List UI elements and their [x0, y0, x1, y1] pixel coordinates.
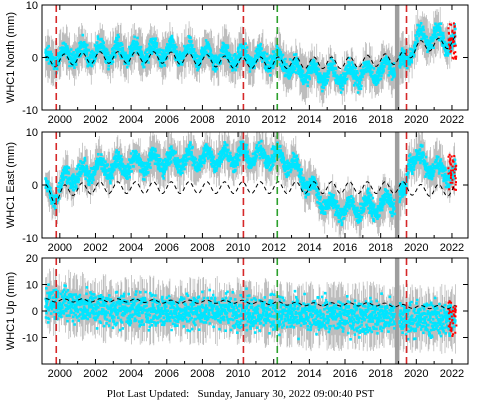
- panel-3-y-tick-label: 0: [32, 306, 38, 318]
- panel-2-x-tick-label: 2000: [48, 242, 72, 254]
- panel-3-x-tick-label: 2002: [83, 368, 107, 380]
- panel-1-x-tick-label: 2012: [261, 114, 285, 126]
- panel-1-x-tick-label: 2010: [226, 114, 250, 126]
- panel-3-data-points: [44, 283, 457, 341]
- panel-1-x-tick-label: 2014: [297, 114, 321, 126]
- panel-3-x-tick-label: 2008: [190, 368, 214, 380]
- panel-3-y-tick-label: 10: [26, 280, 38, 292]
- panel-1-x-tick-label: 2002: [83, 114, 107, 126]
- panel-2-x-tick-label: 2002: [83, 242, 107, 254]
- panel-3-y-tick-label: 20: [26, 253, 38, 265]
- panel-1-y-tick-label: -10: [22, 105, 38, 117]
- panel-1-data-gap: [394, 5, 400, 110]
- panel-2-y-tick-label: 0: [32, 180, 38, 192]
- panel-2-data-points: [44, 139, 457, 227]
- last-updated-value: Sunday, January 30, 2022 09:00:40 PST: [197, 388, 375, 400]
- panel-1-x-tick-label: 2020: [404, 114, 428, 126]
- panel-3-data-gap: [394, 258, 400, 364]
- panel-1-x-tick-label: 2008: [190, 114, 214, 126]
- panel-2-model-curve: [45, 181, 456, 205]
- panel-2-x-tick-label: 2012: [261, 242, 285, 254]
- panel-1-x-tick-label: 2016: [333, 114, 357, 126]
- panel-2-y-axis-label: WHC1 East (mm): [5, 142, 17, 228]
- panel-2-y-tick-label: -10: [22, 233, 38, 245]
- panel-3-x-tick-label: 2016: [333, 368, 357, 380]
- panel-1-recent-points: [447, 22, 458, 60]
- panel-3-x-tick-label: 2004: [119, 368, 143, 380]
- panel-3-x-tick-label: 2014: [297, 368, 321, 380]
- panel-1-y-tick-label: 0: [32, 53, 38, 65]
- panel-2-y-tick-label: 10: [26, 127, 38, 139]
- panel-3-x-tick-label: 2010: [226, 368, 250, 380]
- panel-1-x-tick-label: 2022: [440, 114, 464, 126]
- panel-1-y-tick-label: 10: [26, 0, 38, 12]
- panel-3-model-curve: [45, 298, 456, 310]
- panel-3-x-tick-label: 2018: [368, 368, 392, 380]
- panel-2-x-tick-label: 2022: [440, 242, 464, 254]
- panel-3-y-axis-label: WHC1 Up (mm): [5, 272, 17, 350]
- panel-2-recent-points: [447, 153, 458, 191]
- panel-2-x-tick-label: 2006: [155, 242, 179, 254]
- panel-1-x-tick-label: 2004: [119, 114, 143, 126]
- panel-3-recent-points: [447, 300, 458, 337]
- panel-3-x-tick-label: 2000: [48, 368, 72, 380]
- panel-1-y-axis-label: WHC1 North (mm): [5, 12, 17, 103]
- panel-3-x-tick-label: 2006: [155, 368, 179, 380]
- panel-1-x-tick-label: 2000: [48, 114, 72, 126]
- panel-1-data-points: [44, 22, 457, 94]
- panel-1-x-tick-label: 2006: [155, 114, 179, 126]
- panel-2-x-tick-label: 2014: [297, 242, 321, 254]
- panel-1-model-curve: [45, 35, 456, 69]
- last-updated-label: Plot Last Updated:: [106, 388, 190, 400]
- panel-2-error-bars: [45, 132, 456, 238]
- panel-3-x-tick-label: 2012: [261, 368, 285, 380]
- panel-2-data-gap: [394, 132, 400, 238]
- last-updated-footer: Plot Last Updated: Sunday, January 30, 2…: [0, 388, 481, 400]
- panel-3-x-tick-label: 2020: [404, 368, 428, 380]
- panel-3-x-tick-label: 2022: [440, 368, 464, 380]
- panel-1-x-tick-label: 2018: [368, 114, 392, 126]
- panel-2-x-tick-label: 2016: [333, 242, 357, 254]
- panel-2-x-tick-label: 2008: [190, 242, 214, 254]
- panel-2-x-tick-label: 2018: [368, 242, 392, 254]
- panel-3-y-tick-label: -10: [22, 333, 38, 345]
- panel-2-x-tick-label: 2020: [404, 242, 428, 254]
- panel-2-x-tick-label: 2004: [119, 242, 143, 254]
- panel-2-x-tick-label: 2010: [226, 242, 250, 254]
